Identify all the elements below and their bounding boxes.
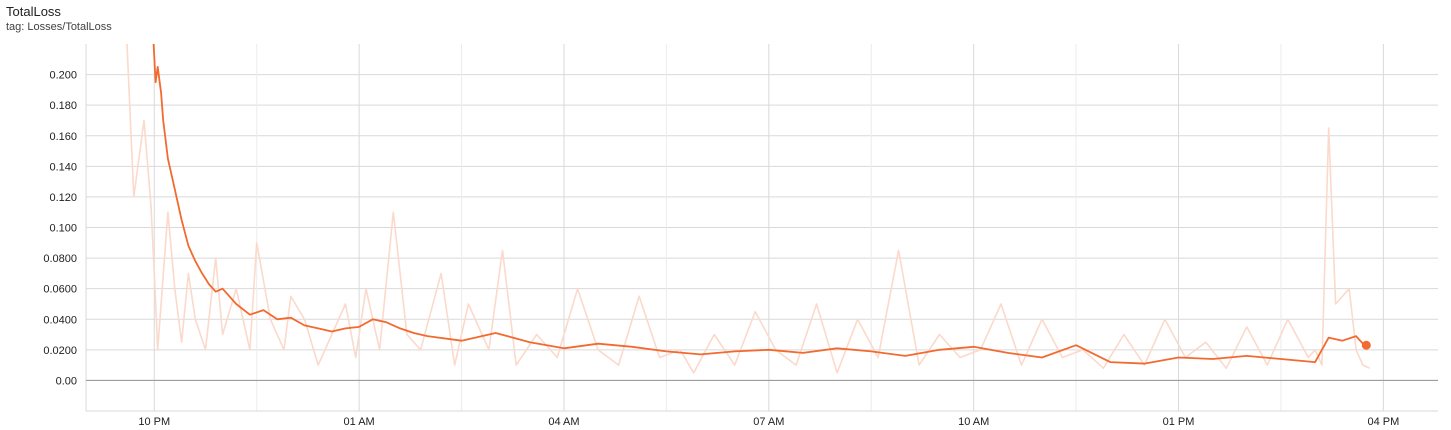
x-tick-label: 04 AM bbox=[548, 416, 579, 428]
x-tick-label: 04 PM bbox=[1367, 416, 1399, 428]
grid-layer bbox=[86, 44, 1438, 411]
y-tick-label: 0.160 bbox=[49, 131, 77, 143]
y-tick-label: 0.100 bbox=[49, 223, 77, 235]
x-tick-label: 10 AM bbox=[958, 416, 989, 428]
x-tick-label: 07 AM bbox=[753, 416, 784, 428]
y-tick-label: 0.140 bbox=[49, 161, 77, 173]
smoothed-series-layer bbox=[152, 44, 1371, 365]
x-tick-label: 10 PM bbox=[138, 416, 170, 428]
y-tick-label: 0.200 bbox=[49, 70, 77, 82]
y-tick-label: 0.180 bbox=[49, 100, 77, 112]
y-tick-label: 0.0400 bbox=[43, 314, 77, 326]
y-tick-label: 0.120 bbox=[49, 192, 77, 204]
tick-label-layer: 0.00 0.0200 0.0400 0.0600 0.0800 0.100 0.120 0.… bbox=[43, 70, 1399, 428]
x-tick-label: 01 AM bbox=[344, 416, 375, 428]
raw-series-layer bbox=[126, 44, 1371, 374]
raw-series-line bbox=[126, 44, 1371, 374]
last-point-marker bbox=[1361, 340, 1371, 350]
smoothed-series-line bbox=[152, 44, 1364, 365]
chart-subtitle: tag: Losses/TotalLoss bbox=[6, 21, 112, 33]
x-tick-label: 01 PM bbox=[1163, 416, 1195, 428]
y-tick-label: 0.0200 bbox=[43, 345, 77, 357]
y-tick-label: 0.0800 bbox=[43, 253, 77, 265]
y-tick-label: 0.00 bbox=[56, 375, 77, 387]
y-tick-label: 0.0600 bbox=[43, 284, 77, 296]
axis-layer bbox=[85, 44, 1438, 412]
chart-title: TotalLoss bbox=[6, 4, 61, 19]
